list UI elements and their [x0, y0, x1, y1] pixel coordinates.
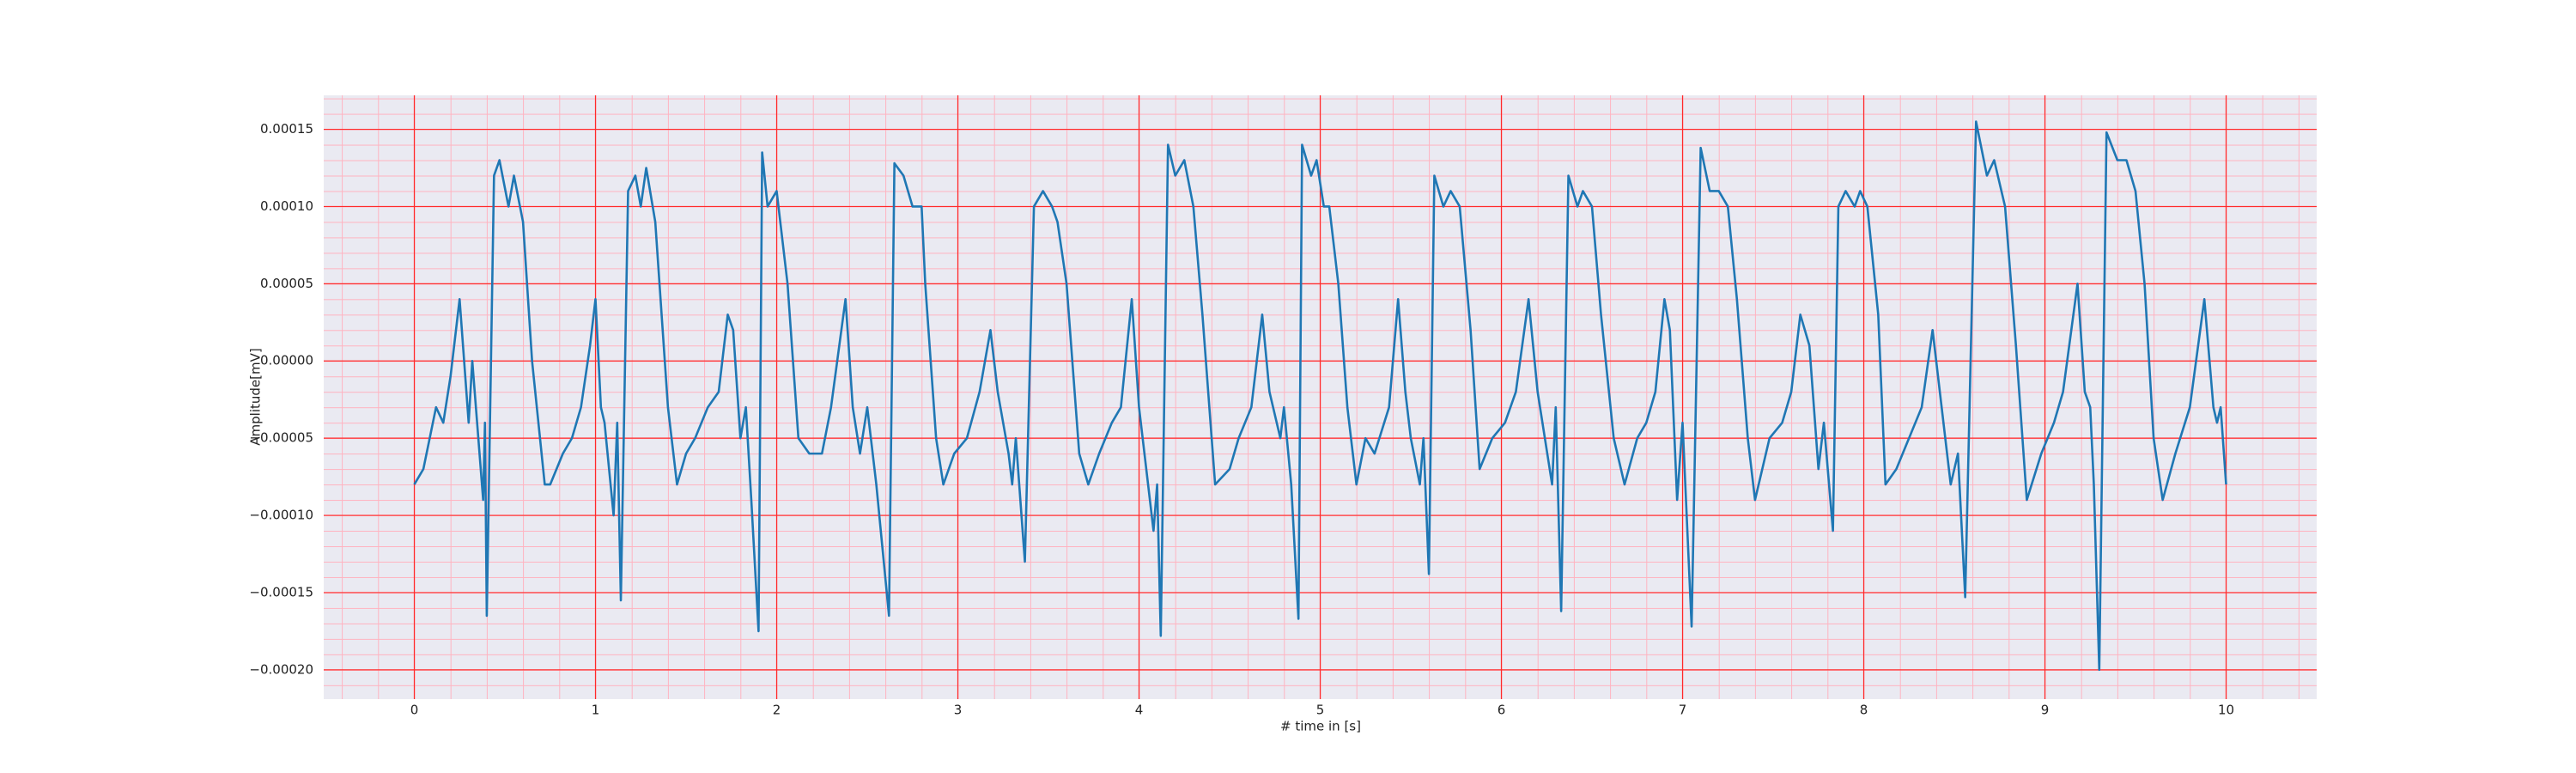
x-tick-label: 8: [1860, 703, 1868, 718]
y-tick-label: 0.00000: [260, 353, 313, 368]
y-tick-label: −0.00015: [249, 584, 313, 600]
x-tick-label: 7: [1679, 703, 1687, 718]
x-tick-label: 0: [410, 703, 419, 718]
x-tick-label: 9: [2041, 703, 2050, 718]
x-tick-label: 2: [773, 703, 781, 718]
y-tick-label: −0.00005: [249, 430, 313, 446]
line-series: [413, 120, 2227, 672]
y-tick-label: 0.00015: [260, 121, 313, 137]
x-axis-label: # time in [s]: [1280, 719, 1361, 734]
x-tick-label: 6: [1498, 703, 1506, 718]
y-tick-label: −0.00020: [249, 661, 313, 677]
x-tick-label: 4: [1135, 703, 1144, 718]
y-tick-label: 0.00005: [260, 276, 313, 291]
x-tick-label: 3: [954, 703, 963, 718]
x-tick-label: 5: [1316, 703, 1325, 718]
x-tick-label: 1: [592, 703, 600, 718]
y-tick-label: −0.00010: [249, 508, 313, 523]
y-tick-label: 0.00010: [260, 198, 313, 214]
x-tick-label: 10: [2218, 703, 2234, 718]
y-axis-label: Amplitude[mV]: [248, 348, 264, 445]
